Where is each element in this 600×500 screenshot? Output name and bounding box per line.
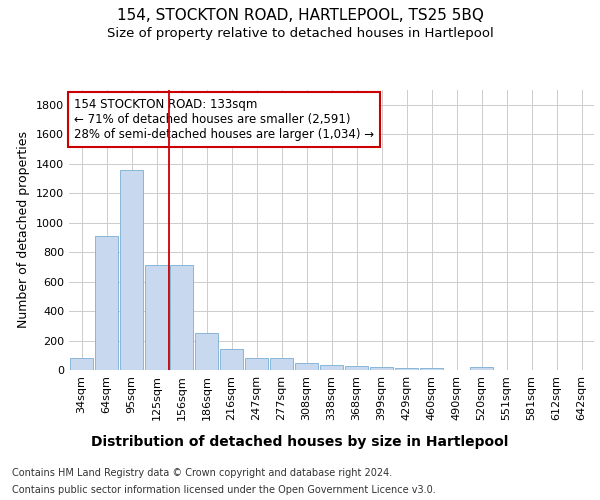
Bar <box>470 368 493 370</box>
Bar <box>245 358 268 370</box>
Text: Distribution of detached houses by size in Hartlepool: Distribution of detached houses by size … <box>91 435 509 449</box>
Text: 154, STOCKTON ROAD, HARTLEPOOL, TS25 5BQ: 154, STOCKTON ROAD, HARTLEPOOL, TS25 5BQ <box>116 8 484 22</box>
Bar <box>395 368 418 370</box>
Bar <box>295 362 318 370</box>
Bar <box>370 367 393 370</box>
Text: Contains public sector information licensed under the Open Government Licence v3: Contains public sector information licen… <box>12 485 436 495</box>
Bar <box>220 350 243 370</box>
Text: 154 STOCKTON ROAD: 133sqm
← 71% of detached houses are smaller (2,591)
28% of se: 154 STOCKTON ROAD: 133sqm ← 71% of detac… <box>74 98 374 142</box>
Bar <box>170 264 193 370</box>
Bar <box>145 264 168 370</box>
Bar <box>270 358 293 370</box>
Bar <box>320 366 343 370</box>
Bar <box>195 334 218 370</box>
Bar <box>420 368 443 370</box>
Y-axis label: Number of detached properties: Number of detached properties <box>17 132 31 328</box>
Bar <box>120 170 143 370</box>
Text: Size of property relative to detached houses in Hartlepool: Size of property relative to detached ho… <box>107 28 493 40</box>
Bar <box>95 236 118 370</box>
Text: Contains HM Land Registry data © Crown copyright and database right 2024.: Contains HM Land Registry data © Crown c… <box>12 468 392 477</box>
Bar <box>70 358 93 370</box>
Bar <box>345 366 368 370</box>
